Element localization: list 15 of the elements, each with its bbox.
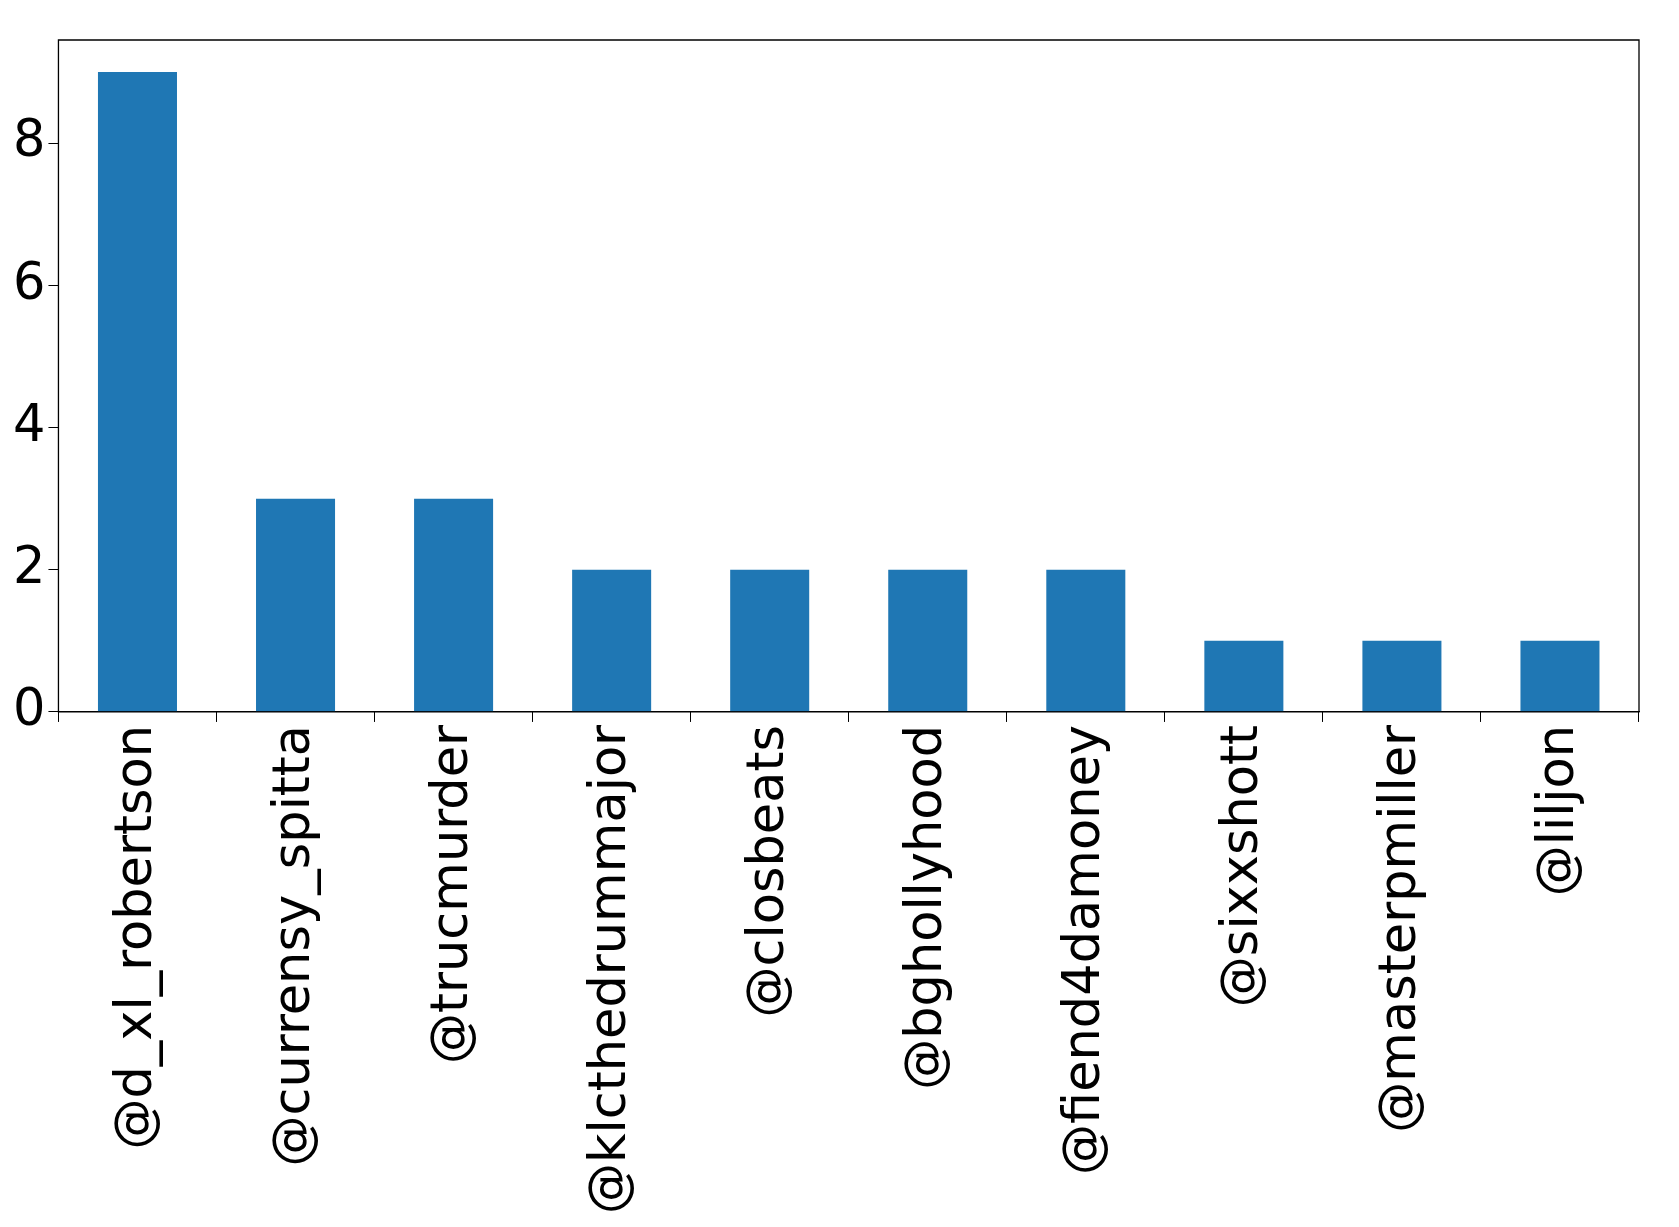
- y-tick-label: 0: [12, 678, 46, 738]
- x-tick-label: @fiend4damoney: [1052, 724, 1112, 1175]
- y-tick-label: 2: [12, 535, 46, 595]
- x-tick-label: @trucmurder: [419, 724, 479, 1065]
- x-tick-label: @currensy_spitta: [261, 724, 321, 1167]
- x-tick-label: @closbeats: [735, 724, 795, 1018]
- x-tick-label: @klcthedrummajor: [577, 724, 637, 1215]
- x-tick-label: @d_xl_robertson: [103, 724, 163, 1150]
- x-tick-label: @masterpmiller: [1368, 724, 1428, 1133]
- y-tick-label: 6: [12, 251, 46, 311]
- x-tick-label: @sixxshott: [1210, 724, 1270, 1008]
- y-tick-label: 8: [12, 109, 46, 169]
- y-tick-label: 4: [12, 393, 46, 453]
- x-tick-label: @liljon: [1526, 724, 1586, 897]
- x-tick-label: @bghollyhood: [894, 724, 953, 1090]
